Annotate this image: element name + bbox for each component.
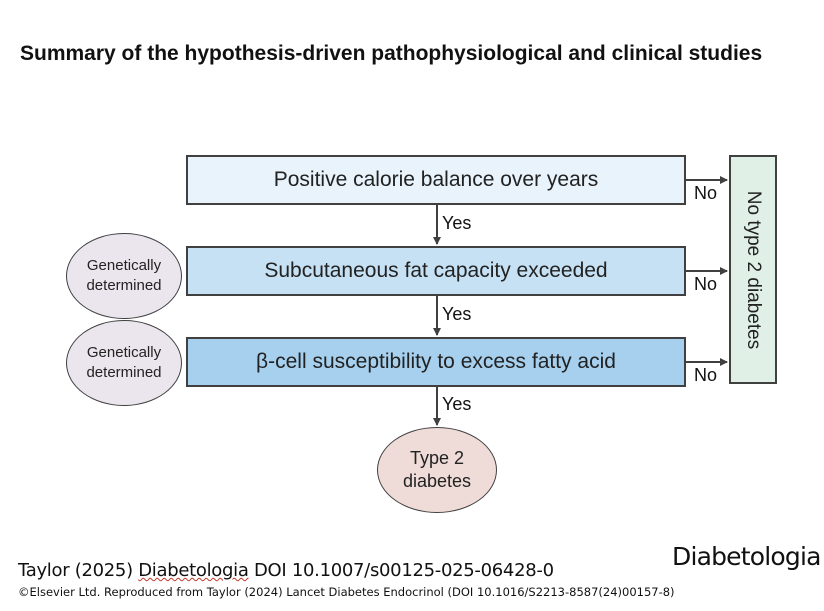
genetic-oval-2: Genetically determined (66, 320, 182, 406)
yes-label-3: Yes (442, 394, 472, 414)
no-type2-diabetes-box: No type 2 diabetes (729, 155, 777, 384)
no-label-3: No (694, 365, 718, 385)
calorie-balance-box: Positive calorie balance over years (186, 155, 686, 205)
citation-journal: Diabetologia (138, 560, 249, 581)
type2-diabetes-line2: diabetes (402, 471, 472, 491)
fat-capacity-label: Subcutaneous fat capacity exceeded (264, 259, 608, 282)
page-title: Summary of the hypothesis-driven pathoph… (20, 42, 763, 65)
genetic-oval-1-line2: determined (86, 277, 162, 294)
journal-brand-logo: Diabetologia (672, 542, 821, 571)
genetic-oval-1: Genetically determined (66, 233, 182, 319)
genetic-oval-2-line1: Genetically (86, 344, 162, 361)
citation-doi: DOI 10.1007/s00125-025-06428-0 (248, 560, 554, 581)
genetic-oval-2-line2: determined (86, 364, 162, 381)
yes-label-2: Yes (442, 304, 472, 324)
no-type2-diabetes-label: No type 2 diabetes (743, 190, 764, 349)
citation: Taylor (2025) Diabetologia DOI 10.1007/s… (18, 560, 554, 581)
type2-diabetes-line1: Type 2 (409, 448, 465, 468)
copyright-notice: ©Elsevier Ltd. Reproduced from Taylor (2… (18, 585, 675, 599)
no-label-1: No (694, 183, 718, 203)
calorie-balance-label: Positive calorie balance over years (273, 168, 599, 191)
no-label-2: No (694, 274, 718, 294)
beta-cell-box: β-cell susceptibility to excess fatty ac… (186, 337, 686, 387)
genetic-oval-1-line1: Genetically (86, 257, 162, 274)
yes-label-1: Yes (442, 213, 472, 233)
beta-cell-label: β-cell susceptibility to excess fatty ac… (256, 350, 616, 373)
fat-capacity-box: Subcutaneous fat capacity exceeded (186, 246, 686, 296)
type2-diabetes-oval: Type 2 diabetes (377, 427, 497, 513)
citation-author: Taylor (2025) (18, 560, 139, 581)
